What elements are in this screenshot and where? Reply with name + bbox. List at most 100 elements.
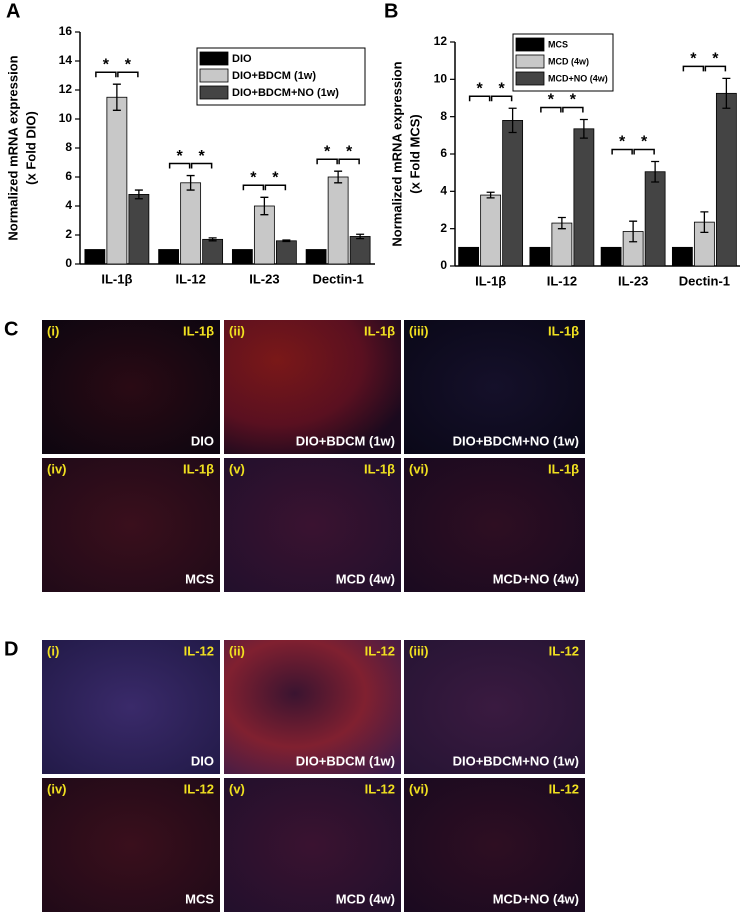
panel-label: C <box>4 318 18 340</box>
micrograph <box>224 640 401 774</box>
stain-marker: IL-12 <box>365 643 395 658</box>
micrograph <box>42 458 220 592</box>
error-bar <box>282 239 291 243</box>
legend-swatch <box>515 37 545 52</box>
legend-label: MCS <box>548 39 568 49</box>
significance-star: * <box>103 56 110 73</box>
y-tick-label: 10 <box>59 111 73 125</box>
x-tick-label: IL-23 <box>249 271 279 286</box>
error-bar <box>356 233 365 240</box>
legend-swatch <box>515 71 545 86</box>
bar <box>671 246 693 267</box>
micrograph <box>224 458 401 592</box>
legend-label: MCD (4w) <box>548 56 589 66</box>
y-axis-label: (x Fold MCS) <box>407 114 422 193</box>
bar <box>573 128 595 267</box>
error-bar <box>134 189 143 200</box>
group-label: DIO+BDCM+NO (1w) <box>453 753 579 768</box>
bar <box>305 249 327 265</box>
bar <box>84 249 106 265</box>
significance-bracket <box>562 106 584 113</box>
significance-bracket <box>704 65 727 72</box>
micrograph <box>42 778 220 912</box>
significance-star: * <box>250 170 257 187</box>
error-bar <box>486 191 495 199</box>
micrograph <box>42 320 220 454</box>
x-tick-label: IL-12 <box>547 273 577 288</box>
panel-index: (iv) <box>47 461 67 476</box>
panel-index: (iii) <box>409 323 429 338</box>
error-bar <box>112 83 121 111</box>
y-tick-label: 6 <box>440 146 447 160</box>
micrograph <box>404 640 585 774</box>
legend-label: DIO+BDCM (1w) <box>232 70 316 82</box>
panel-index: (vi) <box>409 461 429 476</box>
micrograph <box>404 320 585 454</box>
error-bar <box>208 237 217 242</box>
significance-star: * <box>712 51 719 68</box>
y-tick-label: 12 <box>59 82 73 96</box>
y-tick-label: 14 <box>59 53 73 67</box>
bar <box>502 120 524 267</box>
bar <box>551 222 573 267</box>
stain-marker: IL-1β <box>364 461 395 476</box>
panel-index: (v) <box>229 781 245 796</box>
group-label: MCS <box>185 571 214 586</box>
significance-star: * <box>641 134 648 151</box>
significance-star: * <box>548 92 555 109</box>
significance-bracket <box>468 95 491 102</box>
error-bar <box>260 196 269 216</box>
y-axis-label: Normalized mRNA expression <box>389 61 404 246</box>
y-tick-label: 8 <box>440 109 447 123</box>
panel-index: (i) <box>47 323 59 338</box>
x-tick-label: IL-1β <box>475 273 506 288</box>
y-axis-label: (x Fold DIO) <box>23 111 38 185</box>
significance-bracket <box>95 71 117 78</box>
panel-label: D <box>4 638 18 660</box>
error-bar <box>700 211 709 234</box>
y-tick-label: 0 <box>65 256 72 270</box>
stain-marker: IL-12 <box>549 643 579 658</box>
y-tick-label: 2 <box>440 221 447 235</box>
panel-index: (iii) <box>409 643 429 658</box>
micrograph <box>224 778 401 912</box>
significance-star: * <box>324 143 331 160</box>
y-tick-label: 4 <box>65 198 72 212</box>
panel-index: (ii) <box>229 643 245 658</box>
y-tick-label: 4 <box>440 184 447 198</box>
stain-marker: IL-1β <box>548 461 579 476</box>
y-tick-label: 0 <box>440 258 447 272</box>
x-tick-label: Dectin-1 <box>312 271 363 286</box>
group-label: DIO <box>191 753 214 768</box>
y-tick-label: 16 <box>59 24 73 38</box>
significance-star: * <box>690 51 697 68</box>
error-bar <box>651 160 660 183</box>
y-tick-label: 6 <box>65 169 72 183</box>
significance-star: * <box>619 134 626 151</box>
stain-marker: IL-12 <box>184 643 214 658</box>
stain-marker: IL-1β <box>548 323 579 338</box>
x-tick-label: IL-1β <box>101 271 132 286</box>
bar <box>327 176 349 265</box>
panel-index: (ii) <box>229 323 245 338</box>
error-bar <box>722 77 731 109</box>
x-tick-label: IL-23 <box>618 273 648 288</box>
significance-bracket <box>242 184 265 191</box>
group-label: DIO <box>191 433 214 448</box>
y-axis-label: Normalized mRNA expression <box>5 55 20 240</box>
micrograph <box>404 458 585 592</box>
stain-marker: IL-1β <box>183 461 214 476</box>
legend-label: MCD+NO (4w) <box>548 73 608 83</box>
significance-star: * <box>570 92 577 109</box>
legend-swatch <box>199 51 229 66</box>
group-label: DIO+BDCM (1w) <box>296 433 395 448</box>
bar <box>480 194 502 267</box>
bar <box>349 236 371 265</box>
group-label: DIO+BDCM+NO (1w) <box>453 433 579 448</box>
bar <box>202 238 224 265</box>
panel-index: (iv) <box>47 781 67 796</box>
error-bar <box>629 220 638 243</box>
y-tick-label: 10 <box>434 72 448 86</box>
significance-bracket <box>338 158 360 165</box>
